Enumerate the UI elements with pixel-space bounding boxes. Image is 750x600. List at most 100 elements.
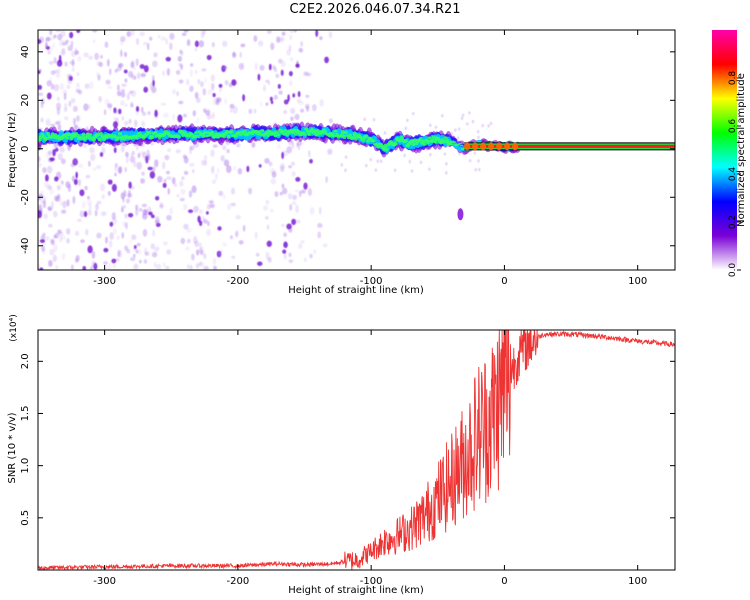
noise-speckle — [203, 265, 209, 270]
noise-speckle — [303, 182, 308, 190]
noise-speckle — [183, 223, 189, 230]
noise-speckle — [60, 180, 64, 185]
noise-speckle — [211, 179, 217, 185]
noise-speckle — [121, 116, 125, 121]
noise-speckle — [81, 200, 86, 209]
noise-speckle — [139, 64, 145, 69]
carrier-segment — [302, 133, 307, 136]
noise-speckle — [287, 193, 293, 200]
carrier-segment — [458, 142, 463, 145]
noise-speckle — [45, 236, 50, 241]
spectrogram-x-label: Height of straight line (km) — [288, 285, 424, 296]
noise-speckle — [38, 162, 42, 168]
noise-speckle — [291, 171, 296, 177]
noise-speckle — [162, 182, 167, 189]
colorbar: 0.0 0.2 0.4 0.6 0.8 Normalized spectral ampl… — [712, 30, 747, 277]
noise-speckle — [42, 200, 46, 209]
carrier-segment — [381, 146, 386, 152]
carrier-segment — [452, 141, 457, 143]
noise-speckle — [324, 56, 329, 64]
carrier-segment — [150, 135, 155, 140]
noise-speckle — [269, 168, 275, 175]
noise-speckle — [152, 229, 156, 237]
noise-speckle — [147, 166, 153, 171]
noise-speckle — [82, 265, 87, 270]
noise-speckle — [124, 103, 128, 107]
noise-speckle — [124, 166, 127, 173]
noise-speckle — [142, 229, 148, 237]
noise-speckle — [291, 218, 297, 226]
noise-speckle — [228, 82, 233, 88]
noise-speckle — [79, 189, 85, 197]
noise-speckle — [186, 264, 190, 269]
noise-speckle — [143, 259, 148, 264]
noise-speckle — [48, 60, 54, 65]
carrier-segment — [46, 131, 51, 136]
noise-speckle — [86, 195, 91, 200]
noise-speckle — [166, 67, 171, 76]
noise-speckle — [200, 30, 206, 35]
noise-speckle — [55, 72, 61, 79]
noise-speckle — [280, 60, 286, 68]
noise-speckle — [73, 117, 76, 125]
noise-speckle — [113, 147, 117, 154]
noise-speckle — [84, 185, 88, 191]
noise-speckle — [489, 121, 493, 126]
snr-x-tick-label: -300 — [93, 576, 116, 587]
noise-speckle — [183, 113, 187, 118]
noise-speckle — [189, 163, 195, 167]
noise-speckle — [130, 30, 135, 37]
noise-speckle — [209, 203, 215, 209]
noise-speckle — [71, 175, 76, 182]
noise-speckle — [135, 37, 140, 46]
spectrogram-y-tick-label: 20 — [20, 94, 31, 107]
noise-speckle — [237, 168, 243, 175]
noise-speckle — [112, 121, 119, 128]
noise-speckle — [149, 82, 153, 90]
carrier-segment — [250, 132, 255, 136]
noise-speckle — [94, 52, 100, 61]
noise-speckle — [152, 60, 158, 68]
noise-speckle — [306, 72, 312, 77]
noise-speckle — [130, 101, 134, 108]
noise-speckle — [222, 144, 227, 151]
noise-speckle — [56, 185, 61, 191]
noise-speckle — [194, 47, 198, 52]
noise-speckle — [220, 155, 225, 162]
noise-speckle — [229, 109, 233, 113]
noise-speckle — [49, 157, 55, 162]
noise-speckle — [103, 109, 107, 116]
noise-speckle — [189, 69, 193, 78]
noise-speckle — [478, 167, 481, 172]
noise-speckle — [291, 201, 297, 206]
noise-speckle — [283, 241, 288, 249]
snr-x-tick-label: -100 — [360, 576, 383, 587]
carrier-segment — [38, 135, 43, 139]
noise-speckle — [114, 163, 119, 168]
noise-speckle — [280, 69, 284, 76]
noise-speckle — [72, 105, 78, 112]
carrier-segment — [81, 132, 86, 137]
noise-speckle — [393, 168, 397, 172]
noise-speckle — [48, 223, 53, 228]
noise-speckle — [118, 249, 122, 258]
noise-speckle — [445, 171, 448, 175]
spectrogram-x-tick-label: -200 — [227, 276, 250, 287]
snr-x-tick-label: 0 — [501, 576, 507, 587]
noise-speckle — [118, 108, 122, 115]
noise-speckle — [205, 228, 211, 237]
noise-speckle — [101, 194, 105, 200]
colorbar-ticks: 0.0 0.2 0.4 0.6 0.8 — [728, 71, 741, 277]
chart-title: C2E2.2026.046.07.34.R21 — [289, 2, 461, 17]
noise-speckle — [300, 40, 304, 47]
noise-speckle — [315, 30, 319, 38]
noise-speckle — [319, 36, 323, 41]
spectrogram-y-tick-label: 40 — [20, 45, 31, 58]
carrier-tone-peak — [488, 142, 495, 151]
snr-frame — [37, 329, 676, 571]
noise-speckle — [76, 72, 80, 77]
carrier-segment — [195, 134, 200, 139]
carrier-segment — [69, 135, 74, 141]
noise-speckle — [56, 96, 60, 101]
noise-speckle — [456, 136, 460, 140]
